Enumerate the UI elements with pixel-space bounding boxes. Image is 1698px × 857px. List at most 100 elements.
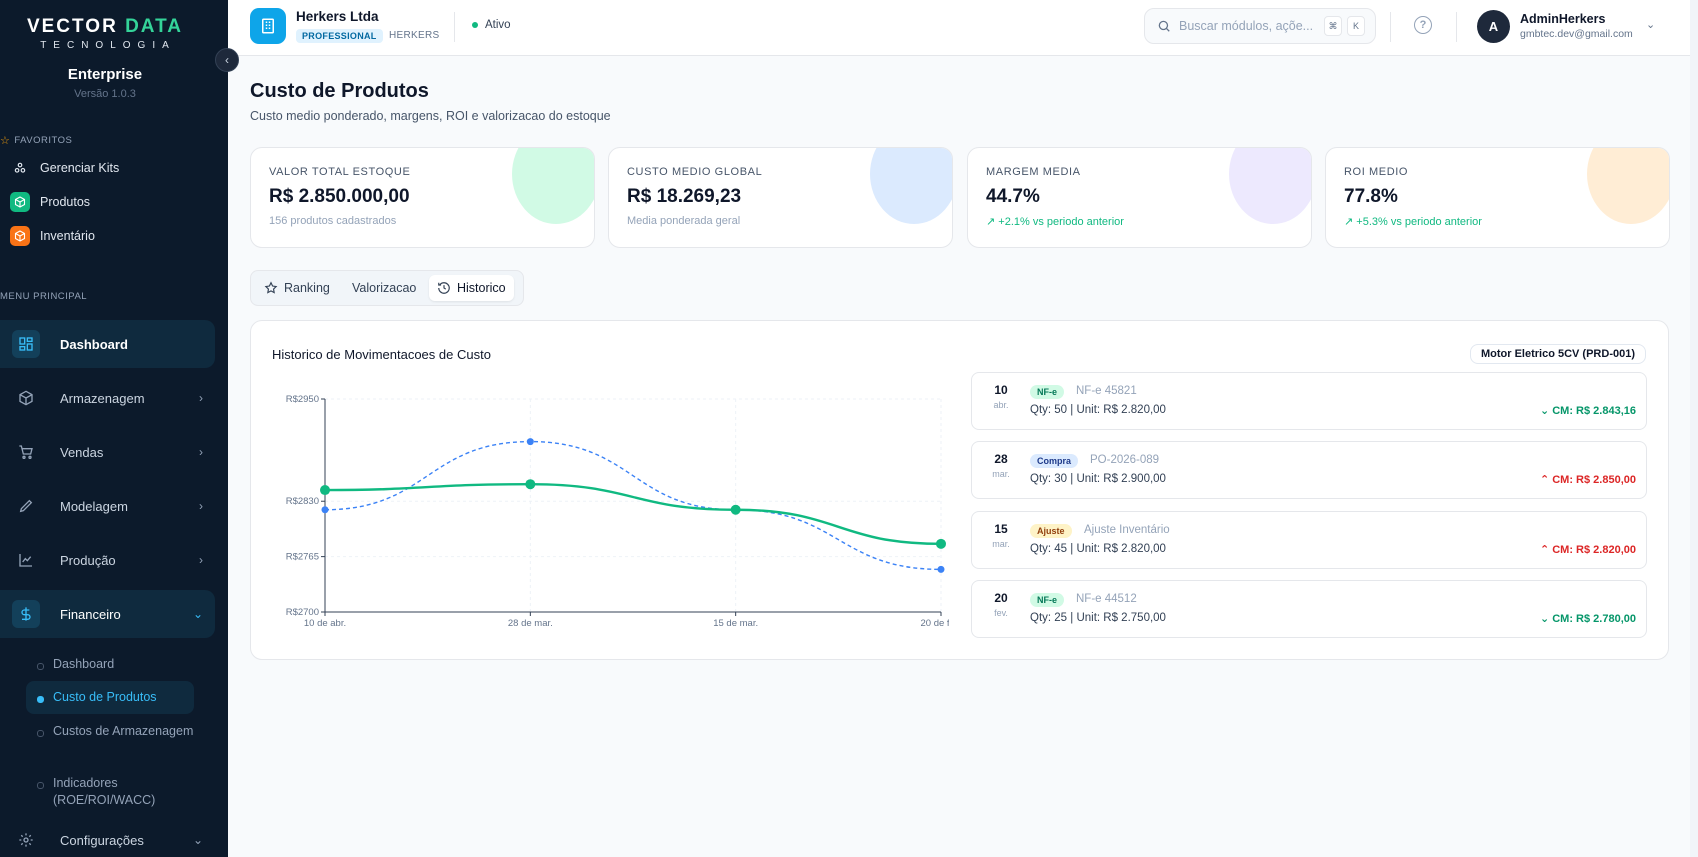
kpi-decoration [1229, 148, 1311, 224]
y-tick-label: R$2765 [286, 552, 319, 563]
search-box[interactable]: Buscar módulos, açõe... ⌘ K [1144, 8, 1376, 44]
data-point [730, 504, 741, 515]
help-icon[interactable]: ? [1414, 16, 1432, 34]
favorite-gerenciar-kits[interactable]: Gerenciar Kits [10, 154, 119, 182]
kpi-note: 156 produtos cadastrados [269, 215, 397, 227]
chevron-down-icon[interactable]: ⌄ [1646, 19, 1656, 31]
user-name[interactable]: AdminHerkers [1520, 12, 1606, 26]
chevron-down-icon: ⌄ [192, 833, 203, 847]
kpi-label: MARGEM MEDIA [986, 166, 1081, 178]
history-icon [438, 282, 450, 294]
main-menu-label: MENU PRINCIPAL [0, 291, 88, 302]
page-subtitle: Custo medio ponderado, margens, ROI e va… [250, 109, 611, 123]
history-item[interactable]: 10 abr. NF-e NF-e 45821 Qty: 50 | Unit: … [971, 372, 1647, 430]
search-input[interactable]: Buscar módulos, açõe... [1179, 19, 1314, 33]
search-icon [1158, 20, 1170, 32]
kpi-decoration [512, 148, 594, 224]
nav-financeiro[interactable]: Financeiro ⌄ [0, 590, 215, 638]
nav-armazenagem[interactable]: Armazenagem › [0, 374, 215, 422]
box-icon [10, 192, 30, 212]
tab-valorizacao[interactable]: Valorizacao [352, 281, 417, 295]
kpi-label: VALOR TOTAL ESTOQUE [269, 166, 411, 178]
kbd-cmd: ⌘ [1324, 16, 1342, 36]
product-selector[interactable]: Motor Eletrico 5CV (PRD-001) [1469, 344, 1646, 364]
history-day: 15 [994, 522, 1008, 536]
data-point [321, 506, 329, 514]
pencil-icon [12, 492, 40, 520]
chevron-left-icon: ‹ [225, 53, 229, 67]
history-qty: Qty: 25 | Unit: R$ 2.750,00 [1030, 612, 1166, 624]
data-point [526, 438, 534, 446]
data-point [937, 565, 945, 573]
tab-ranking[interactable]: Ranking [256, 275, 338, 301]
favorite-inventario[interactable]: Inventário [10, 222, 95, 250]
nav-configuracoes[interactable]: Configurações ⌄ [0, 816, 215, 857]
tab-historico[interactable]: Historico [429, 275, 514, 301]
y-tick-label: R$2950 [286, 394, 319, 405]
dollar-icon [12, 600, 40, 628]
history-qty: Qty: 45 | Unit: R$ 2.820,00 [1030, 543, 1166, 555]
status-dot [472, 22, 478, 28]
inventory-icon [10, 226, 30, 246]
chart-title: Historico de Movimentacoes de Custo [272, 347, 491, 362]
kpi-trend: ↗ +2.1% vs periodo anterior [986, 216, 1124, 228]
data-point [936, 538, 946, 549]
kpi-value: 44.7% [986, 186, 1040, 207]
tenant-label: HERKERS [389, 30, 440, 41]
trend-down-icon: ⌄ [1539, 405, 1550, 417]
nav-vendas[interactable]: Vendas › [0, 428, 215, 476]
divider [454, 12, 455, 42]
company-name: Herkers Ltda [296, 9, 379, 24]
kpi-value: R$ 18.269,23 [627, 186, 742, 207]
x-tick-label: 15 de mar. [713, 618, 758, 629]
history-document: NF-e 44512 [1076, 593, 1137, 605]
trend-up-icon: ⌃ [1539, 544, 1550, 556]
history-day: 20 [994, 591, 1008, 605]
version-label: Versão 1.0.3 [74, 88, 136, 100]
type-badge: Ajuste [1030, 524, 1072, 538]
kits-icon [10, 158, 30, 178]
avatar[interactable]: A [1477, 10, 1510, 43]
history-month: fev. [994, 608, 1008, 618]
kbd-k: K [1347, 16, 1365, 36]
history-document: NF-e 45821 [1076, 385, 1137, 397]
trend-down-icon: ⌄ [1539, 613, 1550, 625]
nav-modelagem[interactable]: Modelagem › [0, 482, 215, 530]
favorite-produtos[interactable]: Produtos [10, 188, 90, 216]
star-icon: ☆ [0, 135, 11, 147]
kpi-card-margem-media: MARGEM MEDIA 44.7% ↗ +2.1% vs periodo an… [967, 147, 1312, 248]
page-scrollbar[interactable] [1690, 0, 1698, 857]
history-qty: Qty: 50 | Unit: R$ 2.820,00 [1030, 404, 1166, 416]
subnav-custo-de-produtos[interactable]: Custo de Produtos [26, 681, 194, 714]
history-month: mar. [992, 539, 1010, 549]
cart-icon [12, 438, 40, 466]
chevron-right-icon: › [199, 445, 203, 459]
type-badge: NF-e [1030, 593, 1064, 607]
history-item[interactable]: 15 mar. Ajuste Ajuste Inventário Qty: 45… [971, 511, 1647, 569]
subnav-custos-armazenagem[interactable]: Custos de Armazenagem [26, 715, 194, 748]
trend-up-icon: ⌃ [1539, 474, 1550, 486]
building-icon[interactable] [250, 8, 286, 44]
subnav-dashboard[interactable]: Dashboard [26, 648, 194, 681]
chart-icon [12, 546, 40, 574]
collapse-sidebar-button[interactable]: ‹ [215, 48, 239, 72]
x-tick-label: 10 de abr. [304, 618, 346, 629]
history-item[interactable]: 20 fev. NF-e NF-e 44512 Qty: 25 | Unit: … [971, 580, 1647, 638]
history-day: 28 [994, 452, 1008, 466]
page-title: Custo de Produtos [250, 80, 429, 102]
topbar: Herkers Ltda PROFESSIONAL HERKERS Ativo … [228, 0, 1698, 56]
chevron-right-icon: › [199, 553, 203, 567]
brand-logo[interactable]: VECTOR DATA TECNOLOGIA [0, 16, 210, 51]
brand-tagline: TECNOLOGIA [40, 40, 176, 51]
nav-dashboard[interactable]: Dashboard [0, 320, 215, 368]
series-line-solid [324, 482, 942, 546]
kpi-value: R$ 2.850.000,00 [269, 186, 410, 207]
history-item[interactable]: 28 mar. Compra PO-2026-089 Qty: 30 | Uni… [971, 441, 1647, 499]
subnav-indicadores[interactable]: Indicadores (ROE/ROI/WACC) [26, 767, 194, 817]
kpi-label: ROI MEDIO [1344, 166, 1409, 178]
kpi-value: 77.8% [1344, 186, 1398, 207]
history-day: 10 [994, 383, 1008, 397]
x-tick-label: 28 de mar. [508, 618, 553, 629]
nav-producao[interactable]: Produção › [0, 536, 215, 584]
history-cm: ⌄ CM: R$ 2.843,16 [1539, 405, 1636, 417]
